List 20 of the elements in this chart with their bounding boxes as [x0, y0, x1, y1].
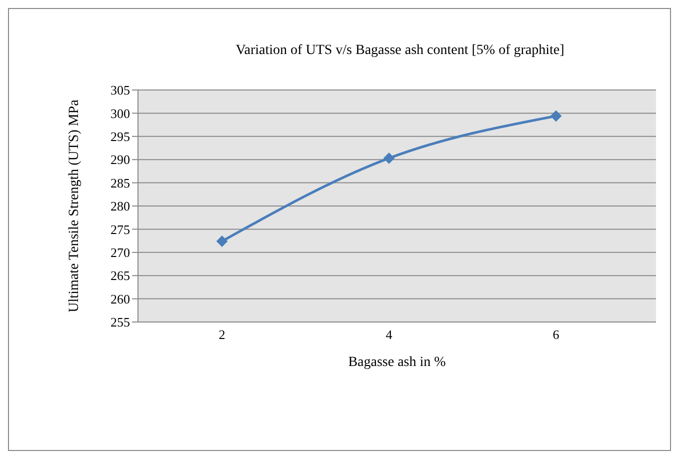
- y-tick-label: 260: [110, 291, 130, 306]
- x-tick-label: 2: [218, 327, 226, 342]
- point: [384, 152, 394, 164]
- x-tick-label: 6: [552, 327, 560, 342]
- y-tick-label: 290: [110, 152, 130, 168]
- y-tick-label: 305: [110, 82, 130, 98]
- point: [550, 110, 562, 122]
- y-tick-label: 300: [110, 106, 130, 121]
- y-tick-label: 280: [110, 198, 130, 214]
- y-tick-label: 255: [110, 314, 130, 330]
- x-tick-label: 4: [386, 327, 393, 342]
- y-tick-label: 265: [110, 268, 130, 284]
- chart-title: Variation of UTS v/s Bagasse ash content [5% of graphite]: [234, 43, 566, 59]
- y-axis-title: Ultimate Tensile Strength (UTS) MPa: [66, 98, 82, 312]
- x-axis-title: Bagasse ash in %: [348, 355, 446, 370]
- y-tick-label: 275: [110, 222, 130, 237]
- y-tick-label: 285: [110, 175, 130, 190]
- point: [216, 236, 228, 247]
- y-tick-label: 295: [110, 129, 130, 144]
- y-tick-label: 270: [110, 245, 130, 260]
